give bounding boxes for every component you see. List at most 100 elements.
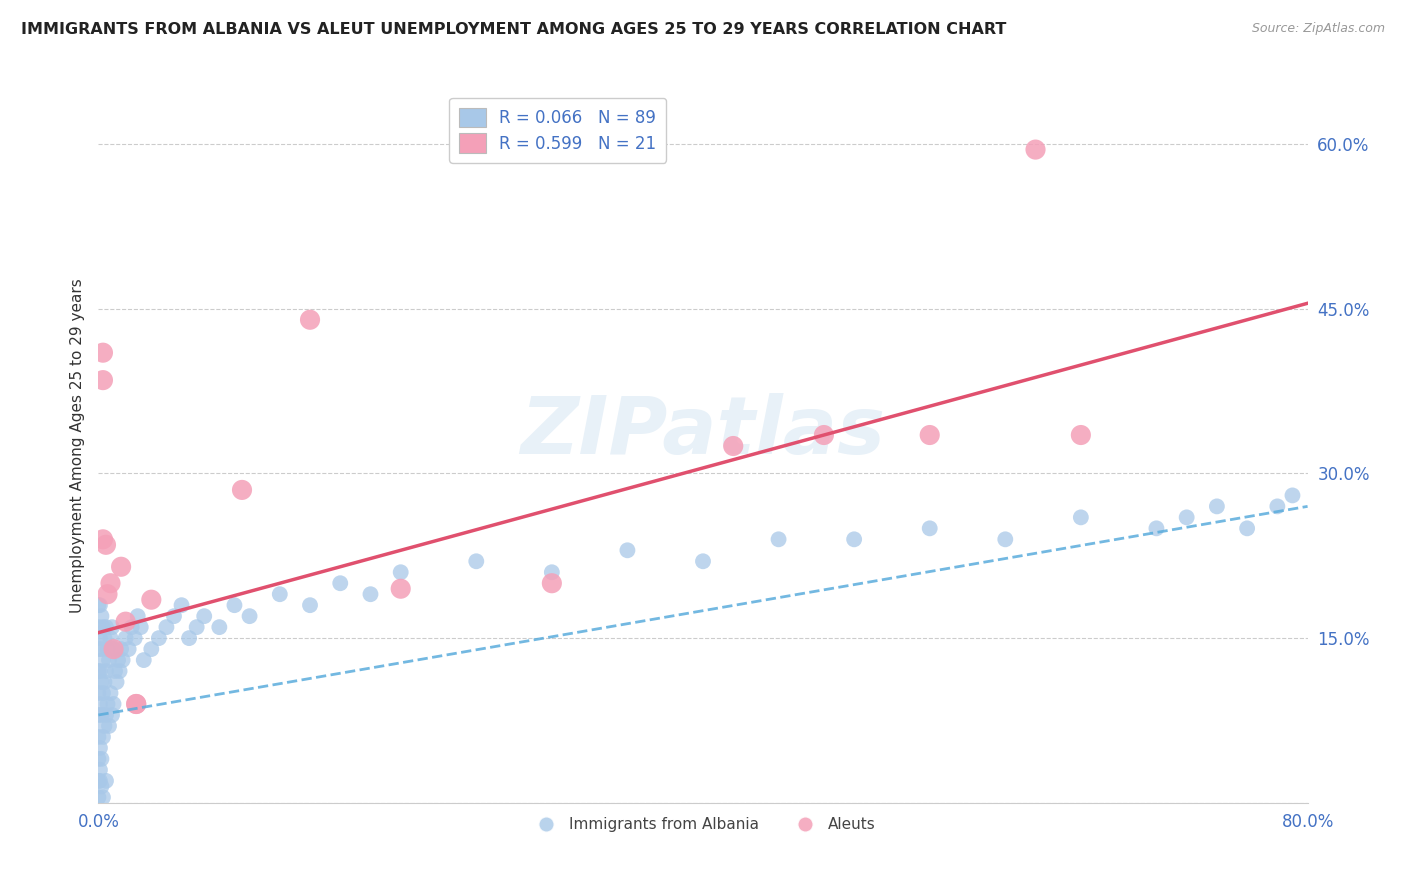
Point (193, 609, 215, 624)
Point (111, 653, 134, 667)
Point (1144, 521, 1167, 535)
Point (101, 620, 124, 634)
Point (170, 598, 193, 612)
Point (186, 620, 208, 634)
Point (329, 576, 352, 591)
Point (91, 790, 114, 805)
Point (87, 790, 110, 805)
Point (90, 752, 112, 766)
Legend: Immigrants from Albania, Aleuts: Immigrants from Albania, Aleuts (524, 811, 882, 838)
Point (389, 582, 412, 596)
Point (89, 664, 111, 678)
Point (93, 631, 115, 645)
Point (89, 598, 111, 612)
Y-axis label: Unemployment Among Ages 25 to 29 years: Unemployment Among Ages 25 to 29 years (69, 278, 84, 614)
Point (108, 664, 131, 678)
Point (96, 697, 118, 711)
Point (103, 642, 125, 657)
Point (1070, 510, 1092, 524)
Point (105, 675, 128, 690)
Point (101, 708, 124, 723)
Point (1175, 510, 1198, 524)
Point (360, 587, 382, 601)
Point (844, 533, 866, 547)
Point (155, 620, 177, 634)
Point (110, 642, 132, 657)
Point (132, 653, 155, 667)
Point (179, 631, 201, 645)
Point (994, 533, 1017, 547)
Point (91, 620, 114, 634)
Point (87, 730, 110, 744)
Point (299, 312, 322, 326)
Point (93, 719, 115, 733)
Point (98, 653, 121, 667)
Point (90, 675, 112, 690)
Point (129, 620, 152, 634)
Point (813, 428, 835, 442)
Point (94, 773, 117, 788)
Point (96, 587, 118, 601)
Point (163, 609, 186, 624)
Point (87, 620, 110, 634)
Point (768, 533, 790, 547)
Point (389, 566, 412, 580)
Point (94, 664, 117, 678)
Point (465, 554, 488, 568)
Point (124, 631, 146, 645)
Point (1070, 428, 1092, 442)
Point (91, 373, 114, 387)
Point (90, 642, 112, 657)
Point (208, 620, 231, 634)
Point (94, 708, 117, 723)
Point (110, 559, 132, 574)
Point (125, 697, 148, 711)
Point (1206, 500, 1229, 514)
Text: ZIPatlas: ZIPatlas (520, 392, 886, 471)
Point (96, 642, 118, 657)
Point (98, 719, 121, 733)
Point (723, 439, 745, 453)
Point (121, 620, 143, 634)
Point (239, 609, 262, 624)
Point (91, 730, 114, 744)
Point (91, 533, 114, 547)
Text: Source: ZipAtlas.com: Source: ZipAtlas.com (1251, 22, 1385, 36)
Point (91, 653, 114, 667)
Point (100, 631, 122, 645)
Point (100, 686, 122, 700)
Point (269, 587, 291, 601)
Point (1236, 521, 1258, 535)
Point (90, 609, 112, 624)
Point (89, 631, 111, 645)
Point (89, 697, 111, 711)
Point (224, 598, 246, 612)
Point (94, 620, 117, 634)
Point (114, 631, 136, 645)
Point (100, 576, 122, 591)
Point (1024, 143, 1046, 157)
Point (1281, 488, 1303, 502)
Point (1267, 500, 1289, 514)
Point (91, 345, 114, 359)
Point (91, 686, 114, 700)
Point (87, 598, 110, 612)
Point (90, 780, 112, 794)
Point (141, 642, 163, 657)
Point (141, 592, 163, 607)
Point (87, 642, 110, 657)
Point (87, 686, 110, 700)
Point (540, 566, 562, 580)
Point (87, 752, 110, 766)
Point (299, 598, 322, 612)
Point (692, 554, 714, 568)
Point (89, 773, 111, 788)
Point (616, 543, 638, 558)
Point (94, 538, 117, 552)
Point (90, 708, 112, 723)
Point (148, 631, 170, 645)
Point (118, 642, 141, 657)
Text: IMMIGRANTS FROM ALBANIA VS ALEUT UNEMPLOYMENT AMONG AGES 25 TO 29 YEARS CORRELAT: IMMIGRANTS FROM ALBANIA VS ALEUT UNEMPLO… (21, 22, 1007, 37)
Point (918, 428, 941, 442)
Point (103, 697, 125, 711)
